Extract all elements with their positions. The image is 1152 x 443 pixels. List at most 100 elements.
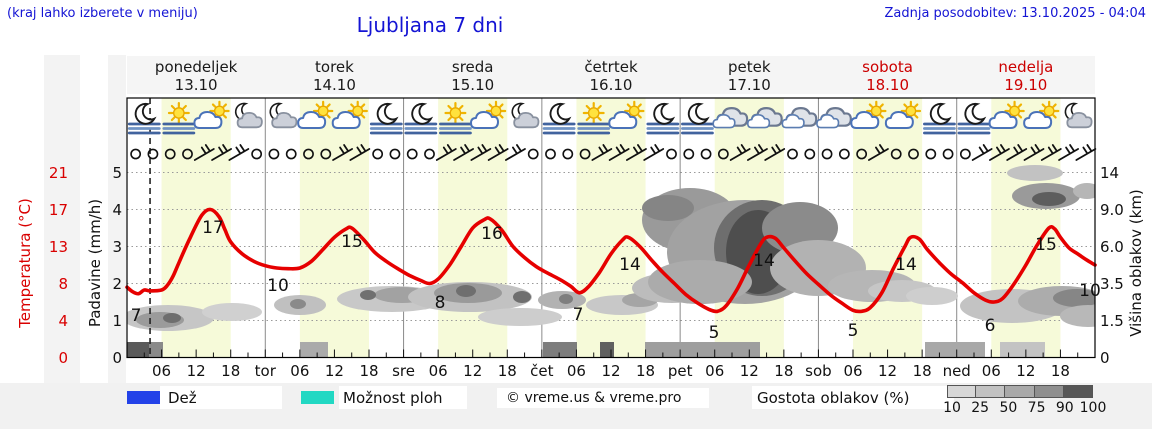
wind-calm-icon xyxy=(372,148,384,160)
ground-cloud-cell xyxy=(925,342,985,358)
wind-barb-icon xyxy=(1023,144,1045,161)
cloud-height-tick: 6.0 xyxy=(1100,237,1124,256)
wind-calm-icon xyxy=(821,148,833,160)
density-swatch xyxy=(976,385,1006,398)
daylight-band xyxy=(299,98,369,358)
day-name: sreda xyxy=(451,58,494,76)
temp-value-label: 14 xyxy=(619,255,641,275)
copyright-link[interactable]: © vreme.us & vreme.pro xyxy=(506,390,682,406)
wind-barb-icon xyxy=(228,144,250,161)
moon-cloud-icon xyxy=(269,102,298,129)
wind-calm-icon xyxy=(579,148,591,160)
cloud-blob xyxy=(1053,289,1095,307)
day-name: ponedeljek xyxy=(154,58,238,76)
day-date: 14.10 xyxy=(312,76,356,94)
precip-tick: 3 xyxy=(112,237,122,256)
day-name: torek xyxy=(315,58,354,76)
plot-border xyxy=(126,97,1096,359)
cloud-height-tick: 0 xyxy=(1100,348,1110,367)
x-tick: 18 xyxy=(1050,362,1070,380)
temp-tick: 4 xyxy=(58,311,68,330)
wind-barb-icon xyxy=(470,144,492,161)
wind-calm-icon xyxy=(838,148,850,160)
wind-calm-icon xyxy=(856,148,868,160)
density-label-box xyxy=(752,386,954,409)
density-tick: 25 xyxy=(971,400,990,416)
x-tick: 06 xyxy=(566,362,586,380)
temp-value-label: 7 xyxy=(130,306,142,326)
wind-barb-icon xyxy=(453,144,474,161)
copyright-box xyxy=(497,388,709,408)
x-tick: 18 xyxy=(359,362,379,380)
cloud-blob xyxy=(290,299,306,309)
x-tick: 18 xyxy=(497,362,517,380)
density-tick: 50 xyxy=(999,400,1018,416)
page-title: Ljubljana 7 dni xyxy=(356,13,504,37)
density-tick: 100 xyxy=(1079,400,1107,416)
wind-barb-icon xyxy=(729,144,751,161)
day-name: četrtek xyxy=(584,58,638,76)
density-swatch xyxy=(1005,385,1035,398)
wind-calm-icon xyxy=(700,148,712,160)
x-tick: čet xyxy=(530,362,554,380)
wind-calm-icon xyxy=(925,148,937,160)
density-swatch xyxy=(947,385,977,398)
day-header: sreda 15.10 xyxy=(404,58,542,94)
wind-barb-icon xyxy=(1058,144,1079,161)
day-name: sobota xyxy=(862,58,913,76)
ground-cloud-cell xyxy=(645,342,760,358)
wind-barb-icon xyxy=(332,144,353,161)
wind-barb-icon xyxy=(868,144,889,161)
wind-barb-icon xyxy=(211,144,232,161)
wind-calm-icon xyxy=(804,148,816,160)
moon-fog-icon xyxy=(923,102,956,135)
temp-value-label: 10 xyxy=(267,276,289,296)
temp-value-label: 7 xyxy=(572,305,584,325)
cloud-blob xyxy=(1060,305,1095,327)
day-header: sobota 18.10 xyxy=(818,58,956,94)
day-name: petek xyxy=(728,58,771,76)
moon-cloud-icon xyxy=(234,102,263,129)
temp-value-label: 16 xyxy=(481,224,503,244)
temp-value-label: 15 xyxy=(1035,235,1057,255)
wind-calm-icon xyxy=(251,148,263,160)
moon-cloud-icon xyxy=(511,102,540,129)
cloud-blob xyxy=(513,291,531,303)
wind-barb-icon xyxy=(349,144,371,161)
x-tick: 18 xyxy=(774,362,794,380)
cloud-blob xyxy=(360,290,376,300)
sun-cloud-icon xyxy=(297,100,334,129)
rain-legend-label: Dež xyxy=(168,389,197,407)
wind-barb-icon xyxy=(1040,144,1062,161)
wind-row xyxy=(130,144,1097,161)
cloud-icon xyxy=(712,106,749,129)
temp-value-label: 14 xyxy=(753,251,775,271)
ground-cloud-cell xyxy=(127,342,149,358)
wind-barb-icon xyxy=(193,144,215,161)
wind-barb-icon xyxy=(971,144,993,161)
x-tick: 06 xyxy=(152,362,172,380)
moon-fog-icon xyxy=(646,102,680,135)
temp-value-label: 6 xyxy=(984,316,996,336)
wind-calm-icon xyxy=(285,148,297,160)
precip-tick: 1 xyxy=(112,311,122,330)
cloud-height-tick: 3.5 xyxy=(1100,274,1124,293)
cloud-icon xyxy=(781,106,818,129)
wind-barb-icon xyxy=(626,144,647,161)
wind-barb-icon xyxy=(643,144,665,161)
wind-barb-icon xyxy=(435,144,457,161)
wind-barb-icon xyxy=(591,144,613,161)
wind-calm-icon xyxy=(545,148,556,160)
wind-barb-icon xyxy=(747,144,768,161)
temp-value-label: 17 xyxy=(202,218,224,238)
temp-value-label: 5 xyxy=(708,323,720,343)
x-tick: 06 xyxy=(290,362,310,380)
temp-tick: 17 xyxy=(48,200,68,219)
x-tick: pet xyxy=(667,362,693,380)
x-tick: 12 xyxy=(186,362,206,380)
rain-label-box xyxy=(160,386,282,409)
wind-calm-icon xyxy=(164,148,176,160)
precip-tick: 0 xyxy=(112,348,122,367)
cloud-blob xyxy=(648,260,752,304)
cloud-icon xyxy=(746,106,783,129)
